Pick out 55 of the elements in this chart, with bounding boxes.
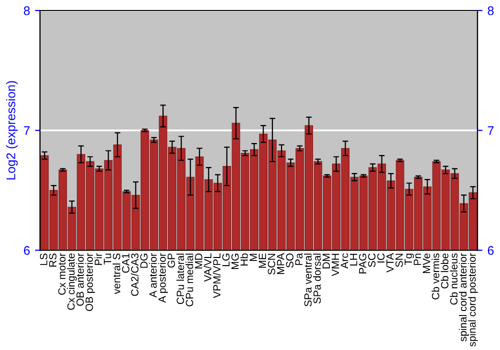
x-tick-label: DG — [140, 254, 148, 268]
x-tick-label: MVe — [422, 253, 430, 274]
y2-tick-label: 6 — [488, 246, 494, 255]
x-tick-label: CA1 — [122, 254, 130, 273]
x-tick-label: MG — [231, 254, 239, 269]
x-tick-label: CPu lateral — [176, 254, 184, 304]
x-tick-label: GP — [168, 254, 175, 268]
y-axis-title: Log2 (expression) — [6, 81, 18, 180]
x-tick-label: M — [250, 254, 257, 261]
x-tick-label: LH — [350, 254, 358, 266]
x-tick-label: VPM/VPL — [212, 253, 221, 298]
x-tick-label: SPa dorsal — [313, 254, 321, 304]
x-tick-label: Cb nucleus — [450, 253, 458, 305]
x-tick-label: Arc — [340, 253, 348, 269]
x-tick-label: Pn — [414, 254, 421, 265]
x-tick-label: MD — [195, 254, 202, 268]
x-tick-label: VMH — [332, 254, 339, 276]
x-tick-label: VTA — [386, 253, 394, 272]
x-tick-label: A posterior — [158, 253, 168, 303]
x-tick-label: LG — [222, 254, 230, 266]
x-tick-label: spinal cord anterior — [458, 253, 469, 342]
x-tick-label: DM — [322, 254, 330, 268]
x-tick-label: VA/VL — [204, 253, 212, 282]
x-tick-label: Tg — [404, 254, 414, 265]
x-tick-label: SO — [286, 254, 294, 268]
x-tick-label: OB posterior — [85, 253, 95, 312]
x-tick-label: SPa ventral — [304, 254, 312, 306]
x-tick-label: ME — [258, 253, 266, 268]
x-tick-label: Hb — [240, 253, 248, 266]
x-tick-label: SN — [395, 254, 403, 268]
y-tick-label: 7 — [24, 126, 30, 135]
x-tick-label: RS — [49, 254, 56, 267]
x-tick-label: spinal cord posterior — [468, 253, 478, 347]
x-tick-label: MPA — [277, 253, 284, 274]
x-tick-label: Cb lobe — [440, 253, 448, 288]
x-tick-label: CPu medial — [186, 254, 194, 306]
x-tick-label: Cb vermis — [432, 253, 440, 300]
y-tick-label: 8 — [24, 6, 30, 16]
x-tick-label: Pir — [94, 253, 102, 265]
y2-tick-label: 7 — [488, 126, 494, 135]
x-tick-label: Cx cingulate — [67, 253, 77, 310]
x-tick-label: A anterior — [149, 253, 157, 298]
x-tick-label: CA2/CA3 — [130, 253, 138, 296]
y-tick-label: 6 — [24, 246, 30, 255]
x-tick-label: OB anterior — [76, 253, 84, 306]
x-tick-label: Tu — [104, 254, 112, 265]
x-tick-label: LS — [40, 254, 48, 265]
x-tick-label: IC — [377, 253, 385, 262]
x-tick-label: SC — [368, 253, 376, 268]
x-tick-label: Pa — [295, 253, 303, 265]
x-tick-label: PAG — [358, 254, 366, 274]
x-tick-label: Cx motor — [58, 253, 66, 295]
x-tick-label: SCN — [268, 254, 276, 275]
y2-tick-label: 8 — [488, 6, 494, 16]
x-tick-label: ventral S — [112, 254, 120, 294]
